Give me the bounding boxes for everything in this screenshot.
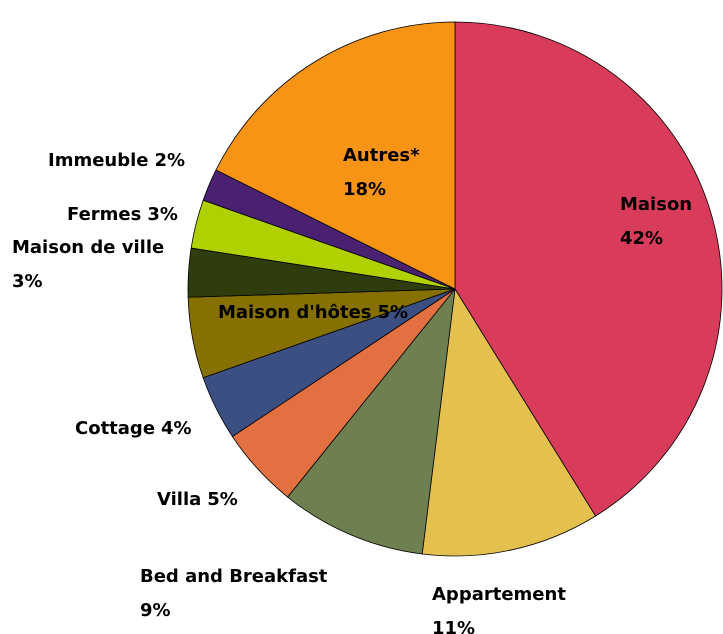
value-label: 4% [161,418,192,439]
slice-label: Autres* 18% [343,145,420,200]
slice-label: Maison 42% [620,194,692,249]
slice-label: Immeuble 2% [48,150,185,171]
category-label: Fermes [67,204,141,225]
slice-label: Maison d'hôtes 5% [218,302,408,323]
slice-label: Bed and Breakfast 9% [140,566,328,621]
value-label: 2% [155,150,186,171]
category-label: Maison [620,194,692,215]
category-label: Villa [157,489,201,510]
value-label: 11% [432,618,475,634]
value-label: 5% [378,302,409,323]
value-label: 18% [343,179,386,200]
category-label: Immeuble [48,150,149,171]
category-label: Maison d'hôtes [218,302,372,323]
slice-label: Fermes 3% [67,204,178,225]
category-label: Autres* [343,145,420,166]
pie-slice [421,287,597,557]
value-label: 9% [140,600,171,621]
value-label: 42% [620,228,663,249]
value-label: 3% [147,204,178,225]
category-label: Cottage [75,418,155,439]
slice-label: Villa 5% [157,489,238,510]
category-label: Bed and Breakfast [140,566,328,587]
value-label: 3% [12,271,43,292]
category-label: Maison de ville [12,237,164,258]
value-label: 5% [207,489,238,510]
pie-slice [287,287,456,555]
category-label: Appartement [432,584,566,605]
slice-label: Appartement 11% [432,584,566,634]
pie-slice [454,21,723,517]
slice-label: Maison de ville 3% [12,237,164,292]
slice-label: Cottage 4% [75,418,192,439]
pie-slice [215,21,456,290]
